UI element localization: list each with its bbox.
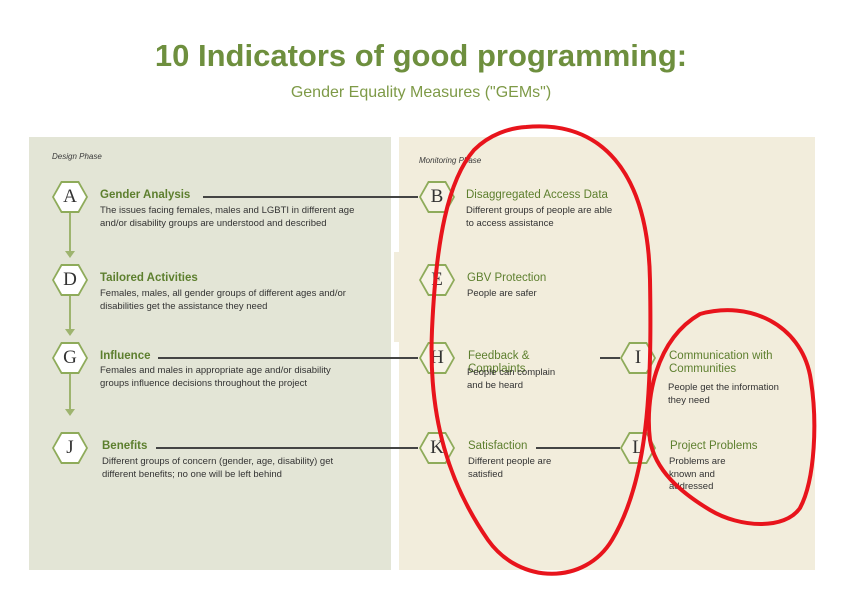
item-k-title: Satisfaction xyxy=(468,440,528,452)
item-g-desc: Females and males in appropriate age and… xyxy=(100,365,331,389)
item-d-desc: Females, males, all gender groups of dif… xyxy=(100,288,346,312)
flow-arrow-line xyxy=(69,212,71,253)
monitoring-phase-label: Monitoring Phase xyxy=(419,156,482,165)
red-annotation-oval-right xyxy=(646,308,817,526)
page-subtitle: Gender Equality Measures ("GEMs") xyxy=(290,84,552,101)
item-j-title: Benefits xyxy=(102,440,148,452)
hexagon-g: G xyxy=(52,342,88,374)
item-j-desc: Different groups of concern (gender, age… xyxy=(102,456,334,480)
item-l-title: Project Problems xyxy=(670,440,758,452)
item-b-desc: Different groups of people are able to a… xyxy=(466,205,613,229)
connector-k-l xyxy=(536,447,620,449)
flow-arrow-line xyxy=(69,374,71,411)
item-l-desc: Problems are known and addressed xyxy=(669,456,726,492)
item-h-title: Feedback & Complaints xyxy=(468,350,530,375)
flow-arrow-head xyxy=(65,409,75,416)
hexagon-d: D xyxy=(52,264,88,296)
hexagon-k: K xyxy=(419,432,455,464)
red-annotation-oval-left xyxy=(429,124,653,576)
item-d-title: Tailored Activities xyxy=(100,272,198,284)
connector-a-b xyxy=(203,196,418,198)
item-e-desc: People are safer xyxy=(467,288,537,299)
item-a-desc: The issues facing females, males and LGB… xyxy=(100,205,355,229)
item-b-title: Disaggregated Access Data xyxy=(466,189,608,201)
item-a-title: Gender Analysis xyxy=(100,189,191,201)
flow-arrow-head xyxy=(65,329,75,336)
flow-arrow-line xyxy=(69,295,71,331)
design-phase-panel xyxy=(29,137,391,570)
design-phase-label: Design Phase xyxy=(52,152,102,161)
connector-h-i xyxy=(600,357,620,359)
hexagon-j: J xyxy=(52,432,88,464)
item-g-title: Influence xyxy=(100,350,151,362)
item-i-title: Communication with Communities xyxy=(669,350,773,375)
flow-arrow-head xyxy=(65,251,75,258)
connector-g-h xyxy=(158,357,418,359)
hexagon-k-letter: K xyxy=(421,434,453,462)
item-k-desc: Different people are satisfied xyxy=(468,456,552,480)
item-e-title: GBV Protection xyxy=(467,272,547,284)
item-h-desc: People can complain and be heard xyxy=(467,367,556,391)
connector-j-k xyxy=(156,447,418,449)
hexagon-a-letter: A xyxy=(54,183,86,211)
item-i-desc: People get the information they need xyxy=(668,382,779,406)
monitoring-phase-panel xyxy=(399,137,815,570)
page-title: 10 Indicators of good programming: xyxy=(154,38,688,73)
